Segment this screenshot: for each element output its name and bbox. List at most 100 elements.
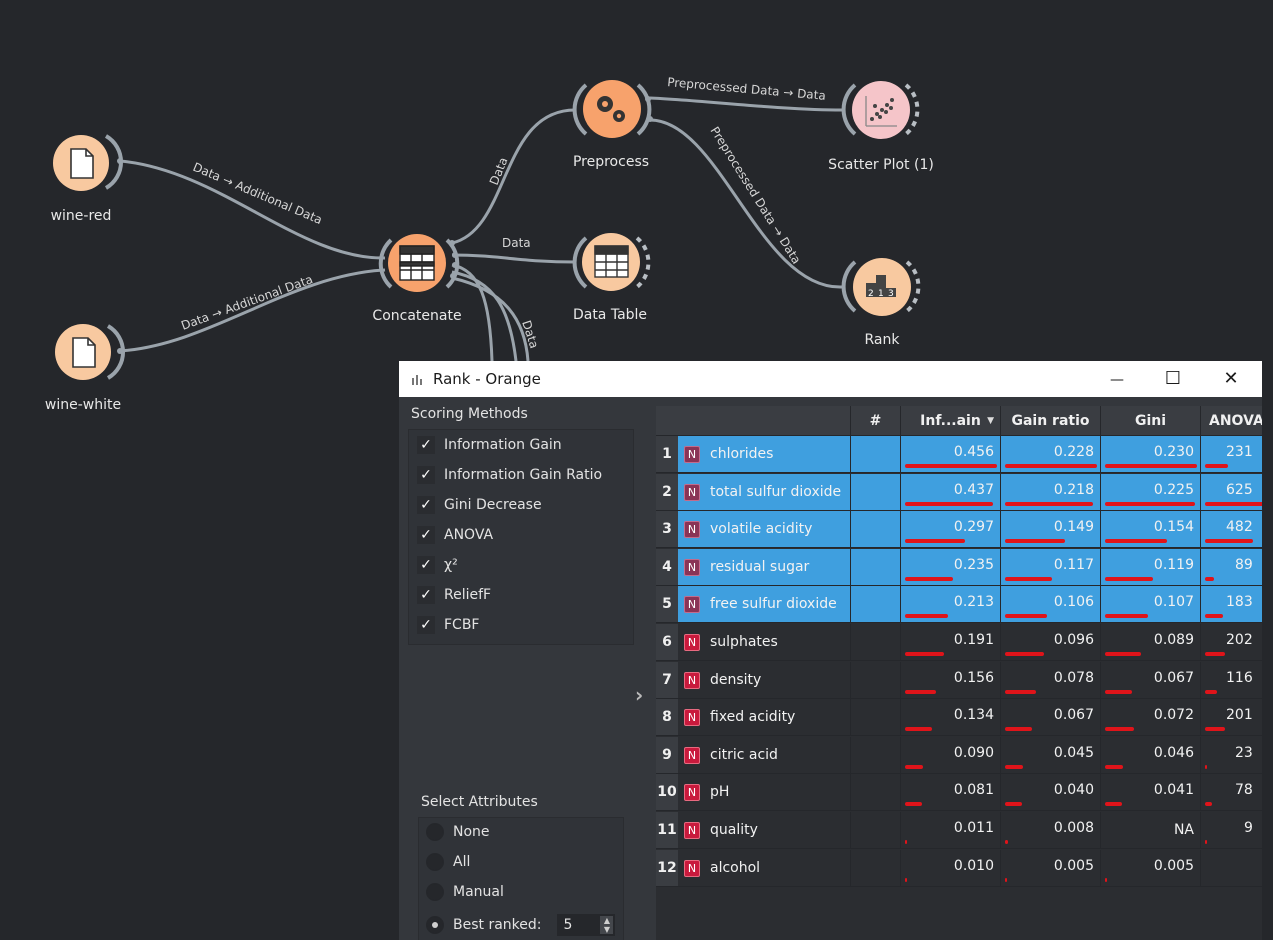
link-preprocess-rank[interactable] xyxy=(649,118,843,289)
scoring-method-5[interactable]: ✓ ReliefF xyxy=(417,584,491,606)
minimize-button[interactable]: — xyxy=(1088,361,1146,397)
radio-button[interactable] xyxy=(426,883,444,901)
score-cell-anova[interactable] xyxy=(1201,850,1262,887)
score-cell-info[interactable]: 0.297 xyxy=(901,511,1001,549)
link-concat-table[interactable] xyxy=(451,253,576,264)
score-cell-info[interactable]: 0.134 xyxy=(901,699,1001,737)
row-number[interactable]: 9 xyxy=(656,736,678,774)
score-cell-info[interactable]: 0.156 xyxy=(901,661,1001,699)
score-cell-anova[interactable]: 183 xyxy=(1201,586,1262,624)
node-preprocess[interactable] xyxy=(572,80,653,138)
row-number[interactable]: 10 xyxy=(656,774,678,812)
node-wine-red[interactable] xyxy=(53,134,124,191)
score-cell-anova[interactable]: 202 xyxy=(1201,624,1262,661)
score-cell-ratio[interactable]: 0.149 xyxy=(1001,511,1101,549)
select-option-2[interactable]: Manual xyxy=(426,881,504,903)
score-cell-ratio[interactable]: 0.117 xyxy=(1001,548,1101,586)
select-option-1[interactable]: All xyxy=(426,851,470,873)
score-cell-gini[interactable]: 0.067 xyxy=(1101,661,1201,699)
row-number[interactable]: 12 xyxy=(656,849,678,887)
checkbox-check-icon[interactable]: ✓ xyxy=(417,436,435,454)
radio-button[interactable] xyxy=(426,823,444,841)
score-cell-ratio[interactable]: 0.005 xyxy=(1001,849,1101,887)
link-concat-down-1[interactable] xyxy=(451,263,494,362)
node-rank[interactable]: 2 1 3 xyxy=(841,258,921,316)
column-header-1[interactable]: Inf...ain ▼ xyxy=(901,406,1001,436)
scoring-method-3[interactable]: ✓ ANOVA xyxy=(417,524,493,546)
score-cell-anova[interactable]: 231 xyxy=(1201,436,1262,473)
scoring-method-4[interactable]: ✓ χ² xyxy=(417,554,458,576)
score-cell-gini[interactable]: NA xyxy=(1101,812,1201,849)
radio-button[interactable] xyxy=(426,916,444,934)
score-cell-gini[interactable]: 0.041 xyxy=(1101,774,1201,812)
score-cell-info[interactable]: 0.437 xyxy=(901,473,1001,511)
score-cell-ratio[interactable]: 0.040 xyxy=(1001,774,1101,812)
score-cell-anova[interactable]: 23 xyxy=(1201,737,1262,774)
radio-button[interactable] xyxy=(426,853,444,871)
score-cell-info[interactable]: 0.081 xyxy=(901,774,1001,812)
row-number[interactable]: 7 xyxy=(656,661,678,699)
score-cell-gini[interactable]: 0.046 xyxy=(1101,736,1201,774)
score-cell-ratio[interactable]: 0.078 xyxy=(1001,661,1101,699)
link-preprocess-scatter[interactable] xyxy=(649,96,843,112)
row-number[interactable]: 3 xyxy=(656,511,678,549)
score-cell-info[interactable]: 0.090 xyxy=(901,736,1001,774)
score-cell-info[interactable]: 0.010 xyxy=(901,849,1001,887)
score-cell-gini[interactable]: 0.225 xyxy=(1101,473,1201,511)
score-cell-anova[interactable]: 201 xyxy=(1201,699,1262,737)
score-cell-ratio[interactable]: 0.067 xyxy=(1001,699,1101,737)
row-number[interactable]: 5 xyxy=(656,586,678,624)
score-cell-gini[interactable]: 0.072 xyxy=(1101,699,1201,737)
checkbox-check-icon[interactable]: ✓ xyxy=(417,526,435,544)
link-concat-down-2[interactable] xyxy=(451,270,518,362)
score-cell-ratio[interactable]: 0.008 xyxy=(1001,812,1101,849)
link-concat-preprocess[interactable] xyxy=(451,108,576,245)
score-cell-info[interactable]: 0.011 xyxy=(901,812,1001,849)
collapse-panel-chevron-icon[interactable]: › xyxy=(635,683,644,707)
link-concat-down-3[interactable] xyxy=(451,276,530,362)
score-cell-info[interactable]: 0.456 xyxy=(901,436,1001,473)
select-option-0[interactable]: None xyxy=(426,821,490,843)
score-cell-anova[interactable]: 89 xyxy=(1201,548,1262,586)
link-red-concat[interactable] xyxy=(119,159,386,260)
scoring-method-2[interactable]: ✓ Gini Decrease xyxy=(417,494,542,516)
node-wine-white[interactable] xyxy=(55,324,126,380)
maximize-button[interactable]: ☐ xyxy=(1144,361,1202,397)
node-scatter-plot[interactable] xyxy=(841,81,920,139)
column-header-0[interactable]: # xyxy=(851,406,901,436)
score-cell-ratio[interactable]: 0.228 xyxy=(1001,436,1101,473)
row-number[interactable]: 11 xyxy=(656,812,678,849)
score-cell-anova[interactable]: 116 xyxy=(1201,662,1262,699)
node-data-table[interactable] xyxy=(572,233,651,291)
row-number[interactable]: 4 xyxy=(656,548,678,586)
row-number[interactable]: 6 xyxy=(656,624,678,661)
score-cell-anova[interactable]: 625 xyxy=(1201,473,1262,511)
window-titlebar[interactable]: Rank - Orange — ☐ ✕ xyxy=(399,361,1262,397)
scoring-method-1[interactable]: ✓ Information Gain Ratio xyxy=(417,464,602,486)
score-cell-info[interactable]: 0.213 xyxy=(901,586,1001,624)
select-option-3[interactable]: Best ranked: 5 ▲ ▼ xyxy=(426,914,616,936)
checkbox-check-icon[interactable]: ✓ xyxy=(417,616,435,634)
score-cell-info[interactable]: 0.235 xyxy=(901,548,1001,586)
score-cell-gini[interactable]: 0.089 xyxy=(1101,624,1201,661)
score-cell-ratio[interactable]: 0.218 xyxy=(1001,473,1101,511)
best-ranked-spinbox[interactable]: 5 ▲ ▼ xyxy=(557,914,616,936)
score-cell-ratio[interactable]: 0.045 xyxy=(1001,736,1101,774)
